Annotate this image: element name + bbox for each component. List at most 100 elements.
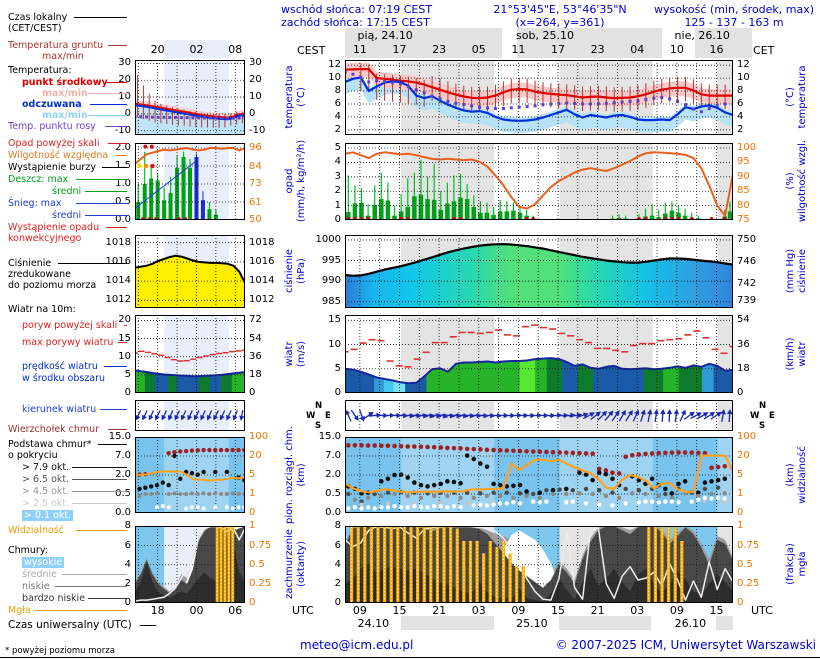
data-dot [143, 485, 148, 490]
data-dot [498, 501, 503, 506]
dew-point-dot [174, 115, 178, 119]
fog-bar [468, 541, 473, 603]
dew-point-dot [359, 75, 363, 79]
y-tick-label: 1 [737, 520, 744, 532]
data-dot [682, 479, 688, 484]
data-dot [431, 493, 437, 499]
data-dot [491, 447, 496, 453]
data-dot [636, 488, 642, 493]
y-tick-label: 8 [334, 520, 341, 532]
legend-item: średni [52, 210, 82, 221]
precip-bar [372, 204, 377, 220]
fog-bar [435, 526, 440, 603]
y-tick-label: 2 [334, 185, 341, 197]
legend-lead-line [76, 203, 127, 204]
data-dot [596, 470, 602, 476]
data-dot [610, 470, 615, 476]
dew-point-dot [438, 97, 442, 101]
series-line [135, 254, 245, 284]
dew-point-dot [185, 116, 189, 120]
legend-lead-line [106, 82, 127, 83]
data-dot [504, 448, 510, 453]
fog-bar [680, 541, 684, 603]
dew-point-dot [470, 104, 474, 108]
y-tick-label: 7.0 [325, 450, 341, 461]
series-area-segment [519, 358, 536, 393]
y-tick-label: 54 [249, 332, 262, 344]
y-tick-label: 75 [737, 214, 750, 225]
data-dot [709, 496, 714, 501]
wind-arrow [666, 409, 673, 423]
day-label: nie, 26.10 [674, 29, 730, 42]
data-dot [425, 505, 430, 510]
data-dot [702, 480, 708, 485]
precip-bar [663, 213, 668, 220]
data-dot [183, 448, 189, 454]
y-tick-label: 100 [737, 142, 757, 153]
y-tick-label: 1012 [105, 294, 131, 306]
data-dot [195, 505, 200, 510]
precip-bar [511, 210, 516, 220]
data-dot [359, 506, 364, 511]
y-tick-label: 12 [328, 59, 341, 71]
axis-title: wiatr (m/s) [284, 340, 307, 368]
legend-item: Wystąpienie burzy [8, 162, 96, 173]
data-dot [557, 487, 562, 492]
dew-point-dot [652, 96, 656, 100]
data-dot [438, 500, 443, 505]
dew-point-dot [197, 116, 201, 120]
data-dot [379, 479, 384, 484]
data-dot [425, 444, 430, 450]
data-dot [213, 491, 218, 496]
dew-point-dot [517, 105, 521, 109]
legend-item: Czas lokalny [8, 12, 68, 23]
wind-arrow [710, 411, 722, 420]
data-dot [172, 453, 177, 459]
data-dot [398, 505, 404, 510]
dew-point-dot [462, 103, 466, 107]
altitude-values: 125 - 137 - 163 m [684, 16, 784, 29]
dew-point-dot [430, 94, 434, 98]
legend-lead-line [108, 45, 127, 46]
dew-point-dot [525, 105, 529, 109]
contact-email-link[interactable]: meteo@icm.edu.pl [300, 638, 414, 652]
legend-item: Widzialność [8, 525, 64, 536]
series-area-segment [168, 370, 178, 393]
legend-item: prędkość wiatru [22, 361, 98, 372]
data-dot [385, 501, 391, 506]
wind-arrow [358, 409, 365, 422]
dew-point-dot [668, 97, 672, 101]
y-tick-label: 1 [737, 488, 744, 499]
panel-wind-direction-main [345, 400, 733, 431]
series-band [135, 100, 245, 120]
storm-dot [137, 163, 142, 169]
wind-arrow [590, 411, 601, 421]
precip-bar [136, 202, 141, 220]
y-tick-label: -10 [249, 124, 266, 136]
dew-point-dot [156, 115, 160, 119]
hour-label-local: 17 [550, 43, 565, 56]
series-area-segment [144, 370, 156, 393]
data-dot [184, 492, 189, 496]
data-dot [379, 493, 384, 499]
y-tick-label: 1012 [249, 294, 275, 306]
y-tick-label: 0 [249, 387, 256, 398]
data-dot [166, 482, 171, 488]
fog-bar [455, 528, 459, 603]
y-tick-label: 10 [328, 338, 341, 350]
y-tick-label: 1 [249, 488, 256, 499]
data-dot [365, 495, 371, 500]
data-dot [550, 491, 556, 497]
data-dot [603, 471, 609, 477]
hour-label-local: 17 [392, 43, 407, 56]
wind-arrow [161, 410, 168, 421]
data-dot [715, 477, 721, 483]
data-dot [596, 466, 602, 472]
data-dot [656, 450, 662, 456]
wind-arrow [690, 412, 702, 420]
dew-point-dot [699, 110, 703, 114]
data-dot [458, 505, 463, 510]
y-tick-label: 0.5 [325, 488, 341, 499]
data-dot [715, 495, 721, 500]
dew-point-dot [375, 79, 379, 83]
